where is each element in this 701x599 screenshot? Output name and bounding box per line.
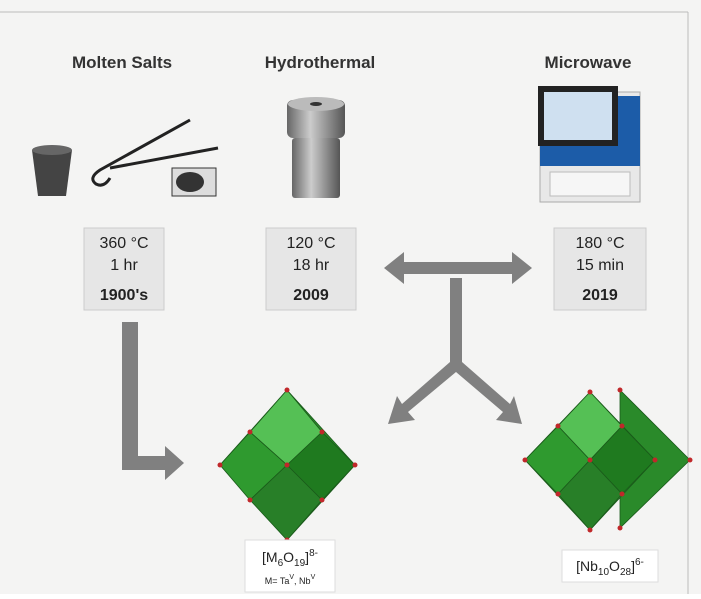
crucible-icon xyxy=(32,145,72,196)
autoclave-icon xyxy=(287,97,345,198)
formula-part: [M xyxy=(262,549,278,565)
formula-sub: 19 xyxy=(294,558,306,569)
temperature: 120 °C xyxy=(286,235,335,252)
time: 15 min xyxy=(576,257,624,274)
condition-box: 120 °C 18 hr 2009 xyxy=(266,228,356,310)
diagram: Molten Salts Hydrothermal Microwave xyxy=(0,0,701,594)
microwave-icon xyxy=(538,86,640,202)
method-title: Microwave xyxy=(545,53,632,72)
time: 1 hr xyxy=(110,257,138,274)
condition-box: 180 °C 15 min 2019 xyxy=(554,228,646,310)
method-title: Molten Salts xyxy=(72,53,172,72)
temperature: 360 °C xyxy=(99,235,148,252)
formula-part: [Nb xyxy=(576,558,598,574)
formula-part: O xyxy=(283,549,294,565)
formula-box xyxy=(245,540,335,592)
method-title: Hydrothermal xyxy=(265,53,376,72)
condition-box: 360 °C 1 hr 1900's xyxy=(84,228,164,310)
time: 18 hr xyxy=(293,257,330,274)
formula-part: O xyxy=(609,558,620,574)
year: 1900's xyxy=(100,287,148,304)
temperature: 180 °C xyxy=(575,235,624,252)
note-part: M= Ta xyxy=(265,576,290,586)
year: 2019 xyxy=(582,287,618,304)
formula-sub: 10 xyxy=(598,567,610,578)
note-sup: V xyxy=(311,574,316,581)
formula-sup: 8- xyxy=(309,548,318,559)
note-part: , Nb xyxy=(294,576,311,586)
formula-sup: 6- xyxy=(635,557,644,568)
formula-sub: 28 xyxy=(620,567,632,578)
year: 2009 xyxy=(293,287,329,304)
